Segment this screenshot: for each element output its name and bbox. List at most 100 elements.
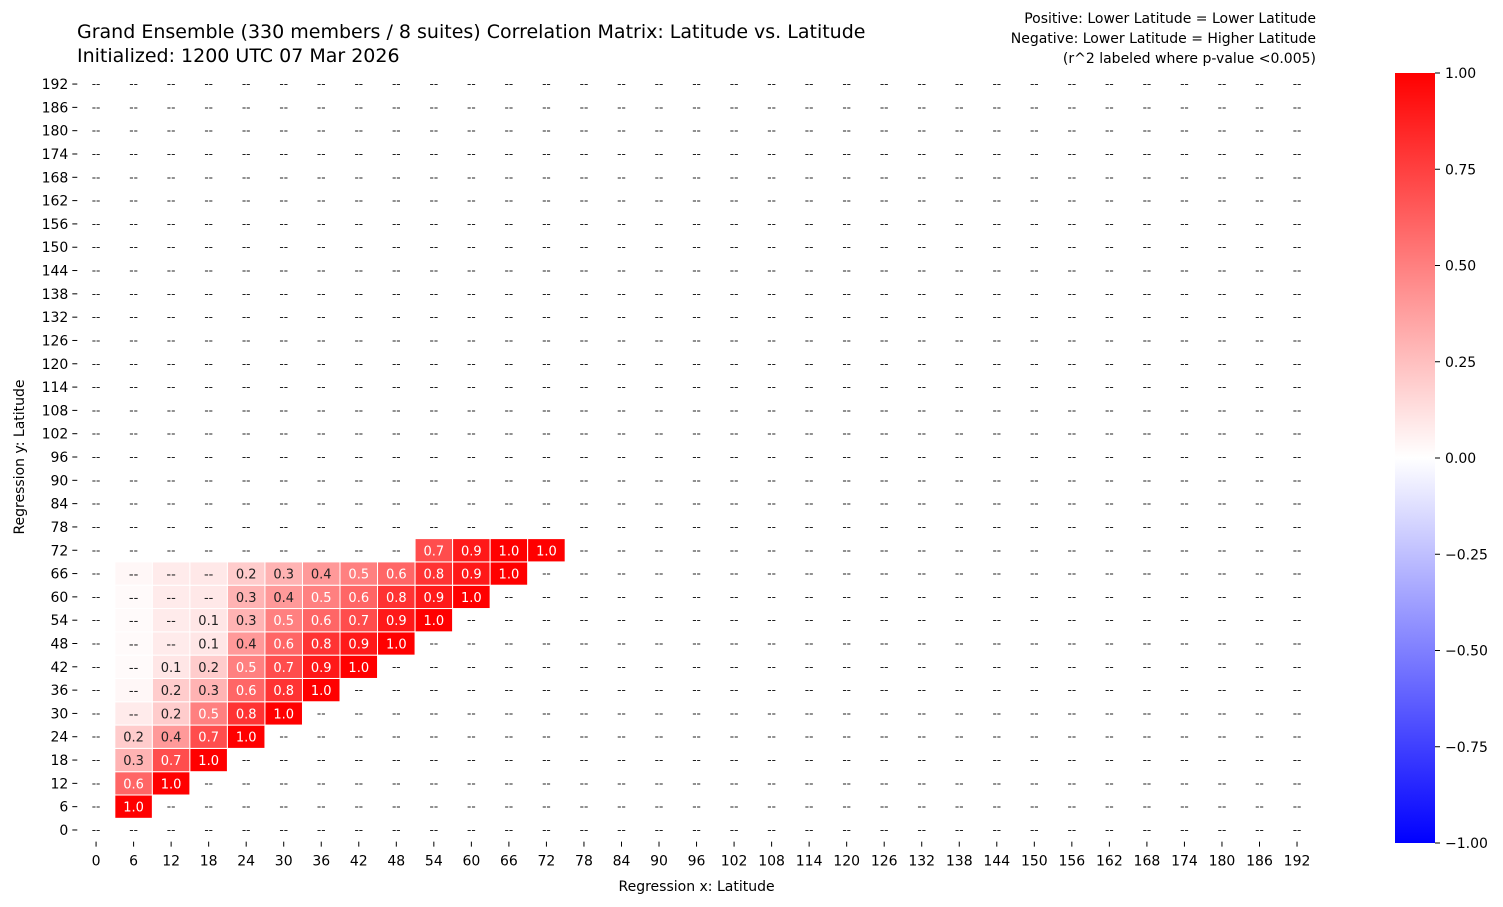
cell-label: -- [1293, 124, 1302, 138]
cell-label: -- [392, 147, 401, 161]
cell-label: -- [1068, 357, 1077, 371]
x-tick-label: 36 [312, 854, 330, 870]
cell-label: -- [92, 590, 101, 604]
cell-label: -- [129, 357, 138, 371]
cell-label: -- [467, 240, 476, 254]
cell-label: -- [880, 800, 889, 814]
cell-label: -- [992, 776, 1001, 790]
cell-label: -- [617, 240, 626, 254]
cell-label: -- [992, 100, 1001, 114]
cell-label: -- [1030, 706, 1039, 720]
cell-label: -- [92, 636, 101, 650]
cell-label: -- [467, 170, 476, 184]
cell-label: -- [655, 450, 664, 464]
cell-label: -- [617, 543, 626, 557]
cell-label: -- [805, 450, 814, 464]
cell-label: -- [992, 427, 1001, 441]
cell-label: -- [992, 567, 1001, 581]
x-tick-label: 162 [1096, 854, 1123, 870]
cell-label: -- [92, 194, 101, 208]
cell-label: -- [1255, 636, 1264, 650]
x-tick-label: 18 [200, 854, 218, 870]
cell-label: -- [317, 264, 326, 278]
cell-label: -- [992, 310, 1001, 324]
cell-label: -- [917, 170, 926, 184]
cell-label: -- [1180, 683, 1189, 697]
cell-label: -- [917, 427, 926, 441]
cell-label: -- [392, 543, 401, 557]
cell-label: -- [580, 264, 589, 278]
cell-label: -- [917, 194, 926, 208]
cell-label: -- [167, 823, 176, 837]
cell-label: -- [505, 217, 514, 231]
cell-label: -- [1218, 357, 1227, 371]
y-tick-label: 108 [42, 403, 69, 419]
cell-label: -- [1218, 403, 1227, 417]
cell-label: -- [242, 403, 251, 417]
cell-label: -- [92, 683, 101, 697]
cell-label: -- [617, 497, 626, 511]
cell-label: -- [467, 124, 476, 138]
cell-label: -- [1143, 590, 1152, 604]
cell-label: -- [917, 613, 926, 627]
cell-label: -- [1105, 590, 1114, 604]
cell-label: -- [92, 77, 101, 91]
cell-label: -- [1068, 240, 1077, 254]
cell-label: -- [1180, 427, 1189, 441]
cell-label: -- [1255, 170, 1264, 184]
cell-label: -- [505, 264, 514, 278]
cell-label: -- [1293, 613, 1302, 627]
cell-label: -- [805, 287, 814, 301]
cell-label: -- [992, 217, 1001, 231]
cell-label: -- [730, 776, 739, 790]
cell-label: -- [1255, 310, 1264, 324]
cell-label: -- [1293, 403, 1302, 417]
cell-label: 0.3 [198, 684, 219, 699]
cell-label: -- [1293, 497, 1302, 511]
cell-label: -- [1293, 310, 1302, 324]
cell-label: -- [354, 823, 363, 837]
cell-label: -- [392, 287, 401, 301]
cell-label: -- [917, 240, 926, 254]
cell-label: -- [1218, 520, 1227, 534]
cell-label: -- [429, 124, 438, 138]
cell-label: -- [1180, 357, 1189, 371]
cell-label: -- [880, 706, 889, 720]
cell-label: -- [542, 567, 551, 581]
cell-label: -- [1030, 264, 1039, 278]
cell-label: -- [1143, 753, 1152, 767]
cell-label: -- [129, 661, 139, 676]
cell-label: 0.9 [386, 614, 407, 629]
cell-label: 0.6 [236, 684, 257, 699]
cell-label: -- [1143, 473, 1152, 487]
cell-label: -- [955, 636, 964, 650]
cell-label: -- [317, 823, 326, 837]
cell-label: -- [542, 310, 551, 324]
cell-label: -- [429, 706, 438, 720]
cell-label: -- [992, 613, 1001, 627]
cell-label: -- [655, 77, 664, 91]
cell-label: -- [955, 706, 964, 720]
cell-label: -- [917, 403, 926, 417]
cell-label: -- [955, 776, 964, 790]
cell-label: -- [279, 217, 288, 231]
cell-label: -- [542, 124, 551, 138]
cell-label: -- [1180, 380, 1189, 394]
cell-label: -- [204, 380, 213, 394]
cell-label: -- [955, 333, 964, 347]
cell-label: -- [279, 357, 288, 371]
cell-label: -- [992, 636, 1001, 650]
cell-label: -- [1143, 217, 1152, 231]
cell-label: -- [992, 357, 1001, 371]
cell-label: -- [805, 194, 814, 208]
cell-label: -- [1255, 240, 1264, 254]
cell-label: -- [429, 333, 438, 347]
cell-label: -- [692, 287, 701, 301]
cell-label: -- [955, 497, 964, 511]
cell-label: -- [166, 637, 176, 652]
cell-label: -- [1068, 613, 1077, 627]
cell-label: -- [880, 730, 889, 744]
cell-label: -- [167, 264, 176, 278]
cell-label: -- [429, 310, 438, 324]
cell-label: -- [1293, 100, 1302, 114]
